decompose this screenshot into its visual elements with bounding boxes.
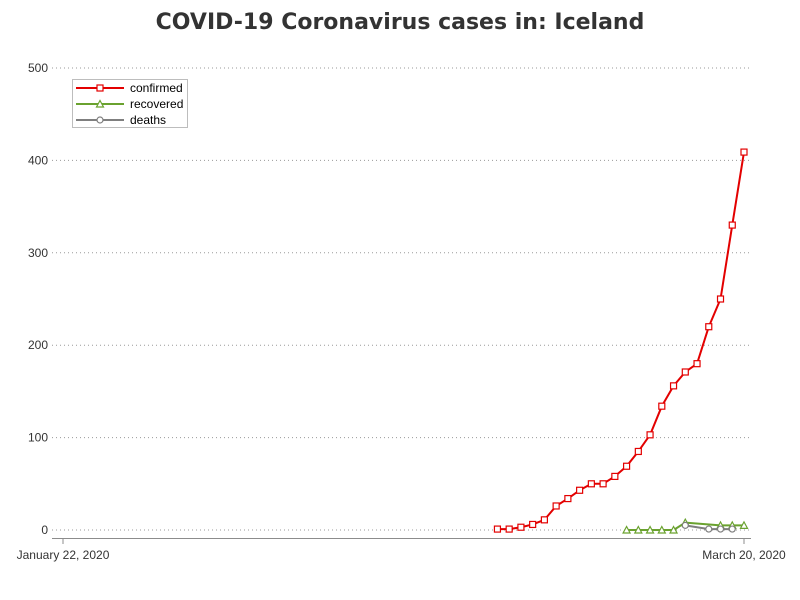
legend-item-recovered: recovered: [76, 97, 183, 111]
y-tick-label: 400: [28, 153, 48, 167]
deaths-line: [685, 524, 733, 531]
confirmed-point: [669, 382, 678, 390]
series-layer: [493, 148, 749, 534]
deaths-point: [681, 521, 689, 529]
recovered-point: [645, 525, 655, 534]
confirmed-point: [693, 360, 701, 368]
legend-item-deaths: deaths: [76, 113, 166, 127]
confirmed-point: [740, 148, 748, 156]
legend-label: confirmed: [130, 81, 183, 95]
confirmed-point: [505, 525, 513, 533]
y-tick-label: 200: [28, 338, 48, 352]
x-tick-label: January 22, 2020: [17, 548, 110, 562]
chart-title: COVID-19 Coronavirus cases in: Iceland: [155, 10, 645, 35]
confirmed-point: [493, 525, 502, 533]
confirmed-point: [705, 323, 713, 331]
confirmed-point: [529, 520, 537, 529]
axes: 0 100 200 300 400 500 January 22, 2020 March 20…: [17, 61, 786, 562]
confirmed-point: [646, 431, 654, 439]
y-tick-label: 300: [28, 246, 48, 260]
deaths-point: [716, 525, 725, 533]
recovered-point: [739, 520, 749, 529]
confirmed-point: [622, 462, 631, 470]
recovered-point: [669, 525, 679, 534]
confirmed-line: [497, 151, 745, 531]
recovered-point: [657, 525, 667, 534]
confirmed-point: [576, 486, 584, 494]
legend-label: recovered: [130, 97, 183, 111]
confirmed-point: [611, 472, 619, 481]
confirmed-point: [552, 502, 560, 510]
grid-lines: [52, 67, 751, 531]
legend-marker: [96, 84, 104, 92]
recovered-point: [633, 525, 643, 534]
x-tick-label: March 20, 2020: [702, 548, 786, 562]
series-confirmed: [493, 148, 748, 533]
series-deaths: [681, 521, 736, 533]
confirmed-point: [599, 480, 607, 488]
legend-label: deaths: [130, 113, 166, 127]
confirmed-point: [587, 480, 595, 488]
y-tick-label: 500: [28, 61, 48, 75]
recovered-point: [622, 525, 632, 534]
legend-marker: [96, 116, 104, 124]
confirmed-point: [716, 295, 725, 303]
confirmed-point: [728, 221, 736, 229]
confirmed-point: [658, 402, 666, 410]
confirmed-point: [540, 516, 548, 524]
confirmed-point: [634, 447, 642, 456]
confirmed-point: [517, 523, 525, 531]
confirmed-point: [681, 368, 689, 376]
legend-item-confirmed: confirmed: [76, 81, 183, 95]
confirmed-point: [564, 494, 572, 503]
y-tick-label: 100: [28, 431, 48, 445]
legend: confirmed recovered deaths: [72, 79, 188, 128]
deaths-point: [728, 525, 736, 533]
deaths-point: [705, 525, 713, 533]
legend-marker: [95, 99, 105, 108]
y-tick-label: 0: [41, 523, 48, 537]
